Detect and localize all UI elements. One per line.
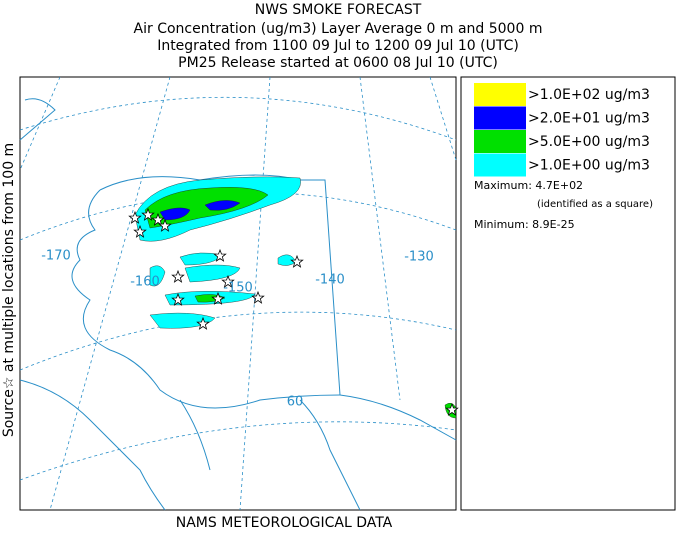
coastline bbox=[19, 98, 457, 511]
title: NWS SMOKE FORECAST bbox=[255, 2, 422, 18]
legend: >1.0E+02 ug/m3 >2.0E+01 ug/m3 >5.0E+00 ug/… bbox=[460, 76, 676, 511]
legend-swatch bbox=[474, 83, 526, 106]
legend-label: >2.0E+01 ug/m3 bbox=[528, 111, 650, 127]
longitude-label: -130 bbox=[404, 250, 434, 265]
subtitle: Integrated from 1100 09 Jul to 1200 09 J… bbox=[157, 38, 519, 54]
smoke-area bbox=[204, 200, 241, 211]
source-star bbox=[171, 292, 185, 306]
longitude-label: -170 bbox=[41, 249, 71, 264]
source-star bbox=[158, 218, 172, 232]
smoke-area bbox=[159, 207, 191, 221]
latitude-label: 60 bbox=[287, 395, 304, 410]
source-star bbox=[211, 291, 225, 305]
source-star bbox=[141, 207, 155, 221]
source-markers bbox=[128, 207, 459, 416]
source-star bbox=[445, 402, 459, 416]
minimum: Minimum: 8.9E-25 bbox=[474, 218, 575, 231]
smoke-area bbox=[149, 312, 216, 329]
maximum: Maximum: 4.7E+02 bbox=[474, 179, 583, 192]
source-star bbox=[133, 224, 147, 238]
legend-swatch bbox=[474, 153, 526, 177]
source-star bbox=[171, 269, 185, 283]
source-star bbox=[221, 274, 235, 288]
longitude-label: -150 bbox=[223, 281, 253, 296]
source-star bbox=[213, 248, 227, 262]
maximum-note: (identified as a square) bbox=[537, 199, 653, 210]
source-star bbox=[251, 290, 265, 304]
source-star bbox=[128, 210, 142, 224]
map: -170 -160 -150 -140 -130 60 bbox=[19, 76, 459, 511]
longitude-label: -160 bbox=[130, 275, 160, 290]
legend-swatch bbox=[474, 130, 526, 153]
legend-label: >5.0E+00 ug/m3 bbox=[528, 134, 650, 150]
legend-label: >1.0E+02 ug/m3 bbox=[528, 87, 650, 103]
source-star bbox=[290, 254, 304, 268]
subtitle: PM25 Release started at 0600 08 Jul 10 (… bbox=[178, 55, 498, 71]
side-label: Source☆ at multiple locations from 100 m bbox=[1, 143, 17, 437]
smoke-plume bbox=[134, 176, 457, 419]
source-star bbox=[151, 212, 165, 226]
smoke-area bbox=[149, 265, 166, 287]
longitude-label: -140 bbox=[315, 273, 345, 288]
legend-items: >1.0E+02 ug/m3 >2.0E+01 ug/m3 >5.0E+00 ug/… bbox=[474, 83, 650, 177]
smoke-area bbox=[184, 264, 241, 283]
graticule bbox=[19, 76, 457, 511]
subtitle: Air Concentration (ug/m3) Layer Average … bbox=[134, 21, 543, 37]
source-star bbox=[196, 316, 210, 330]
legend-label: >1.0E+00 ug/m3 bbox=[528, 158, 650, 174]
footer: NAMS METEOROLOGICAL DATA bbox=[176, 515, 393, 531]
legend-swatch bbox=[474, 106, 526, 130]
